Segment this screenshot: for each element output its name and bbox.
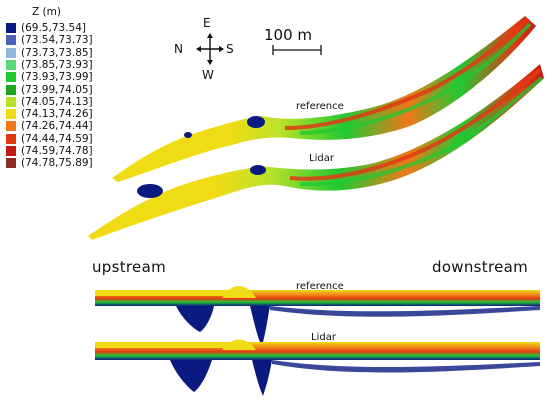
legend-swatch xyxy=(6,133,16,144)
legend-swatch xyxy=(6,146,16,156)
plan-lidar-label: Lidar xyxy=(309,153,334,164)
plan-lidar-pool-2 xyxy=(250,165,266,175)
legend-item: (73.73,73.85] xyxy=(6,47,93,59)
plan-lidar-body xyxy=(88,64,544,240)
compass-east-label: E xyxy=(203,16,211,30)
plan-reference-edge xyxy=(284,18,530,130)
profile-reference-bump xyxy=(222,286,256,298)
profile-lidar-left-water xyxy=(95,342,228,348)
legend-item-label: (73.73,73.85] xyxy=(21,46,93,59)
legend-item-label: (73.99,74.05] xyxy=(21,83,93,96)
legend-swatch xyxy=(6,158,16,169)
legend-item: (74.26,74.44] xyxy=(6,120,93,132)
legend-item: (69.5,73.54] xyxy=(6,22,86,34)
legend-item: (74.05,74.13] xyxy=(6,96,93,108)
legend-item: (74.59,74.78] xyxy=(6,145,93,157)
plan-reference-green xyxy=(299,22,532,135)
legend-item-label: (74.13,74.26] xyxy=(21,108,93,121)
plan-lidar-strip xyxy=(88,64,544,240)
legend-swatch xyxy=(6,35,16,46)
legend-swatch xyxy=(6,84,16,95)
downstream-label: downstream xyxy=(432,258,529,276)
legend-item-label: (74.59,74.78] xyxy=(21,145,93,157)
plan-lidar-pool-1 xyxy=(137,184,163,198)
legend-item-label: (74.44,74.59] xyxy=(21,132,93,145)
profile-lidar-pool-1 xyxy=(170,360,212,392)
legend-swatch xyxy=(6,121,16,132)
plan-lidar-edge xyxy=(289,68,542,181)
compass-north-label: N xyxy=(174,42,183,56)
legend-item: (73.93,73.99] xyxy=(6,71,93,83)
legend-title: Z (m) xyxy=(32,6,61,18)
legend-swatch xyxy=(6,109,16,120)
legend-item-label: (73.93,73.99] xyxy=(21,71,93,84)
profile-lidar-tail xyxy=(272,360,540,373)
legend-item: (74.44,74.59] xyxy=(6,133,93,145)
legend-item: (73.99,74.05] xyxy=(6,84,93,96)
plan-reference-body xyxy=(112,16,536,182)
legend-item: (73.54,73.73] xyxy=(6,34,93,46)
plan-reference-strip xyxy=(112,16,536,182)
legend-item-label: (73.85,73.93] xyxy=(21,58,93,71)
profile-reference-left-water xyxy=(95,290,230,296)
profile-reference-tail xyxy=(270,306,540,317)
legend-swatch xyxy=(6,59,16,70)
compass-rose: E N S W xyxy=(174,16,244,82)
legend-item-label: (69.5,73.54] xyxy=(21,22,86,34)
legend-item-label: (73.54,73.73] xyxy=(21,34,93,47)
legend-item-label: (74.26,74.44] xyxy=(21,120,93,133)
legend-item: (74.78,75.89] xyxy=(6,157,93,169)
profile-reference-label: reference xyxy=(296,281,344,292)
scale-bar-line xyxy=(272,45,322,55)
compass-west-label: W xyxy=(202,68,214,82)
profile-lidar-bump xyxy=(222,339,256,350)
legend-swatch xyxy=(6,23,16,33)
legend-item-label: (74.78,75.89] xyxy=(21,157,93,170)
legend-item: (74.13,74.26] xyxy=(6,108,93,120)
legend-swatch xyxy=(6,96,16,107)
profile-lidar-label: Lidar xyxy=(311,332,336,343)
legend-item-label: (74.05,74.13] xyxy=(21,95,93,108)
compass-arrows-icon xyxy=(196,33,224,65)
profile-reference-pool-2 xyxy=(250,306,270,346)
profile-lidar xyxy=(95,339,540,396)
legend-item: (73.85,73.93] xyxy=(6,59,93,71)
plan-reference-pool-1 xyxy=(247,116,265,128)
plan-reference-pool-2 xyxy=(184,132,192,138)
profile-reference xyxy=(95,286,540,346)
legend-swatch xyxy=(6,72,16,83)
plan-reference-label: reference xyxy=(296,101,344,112)
legend-swatch xyxy=(6,47,16,58)
plan-lidar-green xyxy=(299,76,544,187)
upstream-label: upstream xyxy=(92,258,166,276)
compass-south-label: S xyxy=(226,42,234,56)
profile-lidar-pool-2 xyxy=(252,360,272,396)
profile-reference-pool-1 xyxy=(176,306,214,332)
scale-bar-label: 100 m xyxy=(264,26,313,44)
